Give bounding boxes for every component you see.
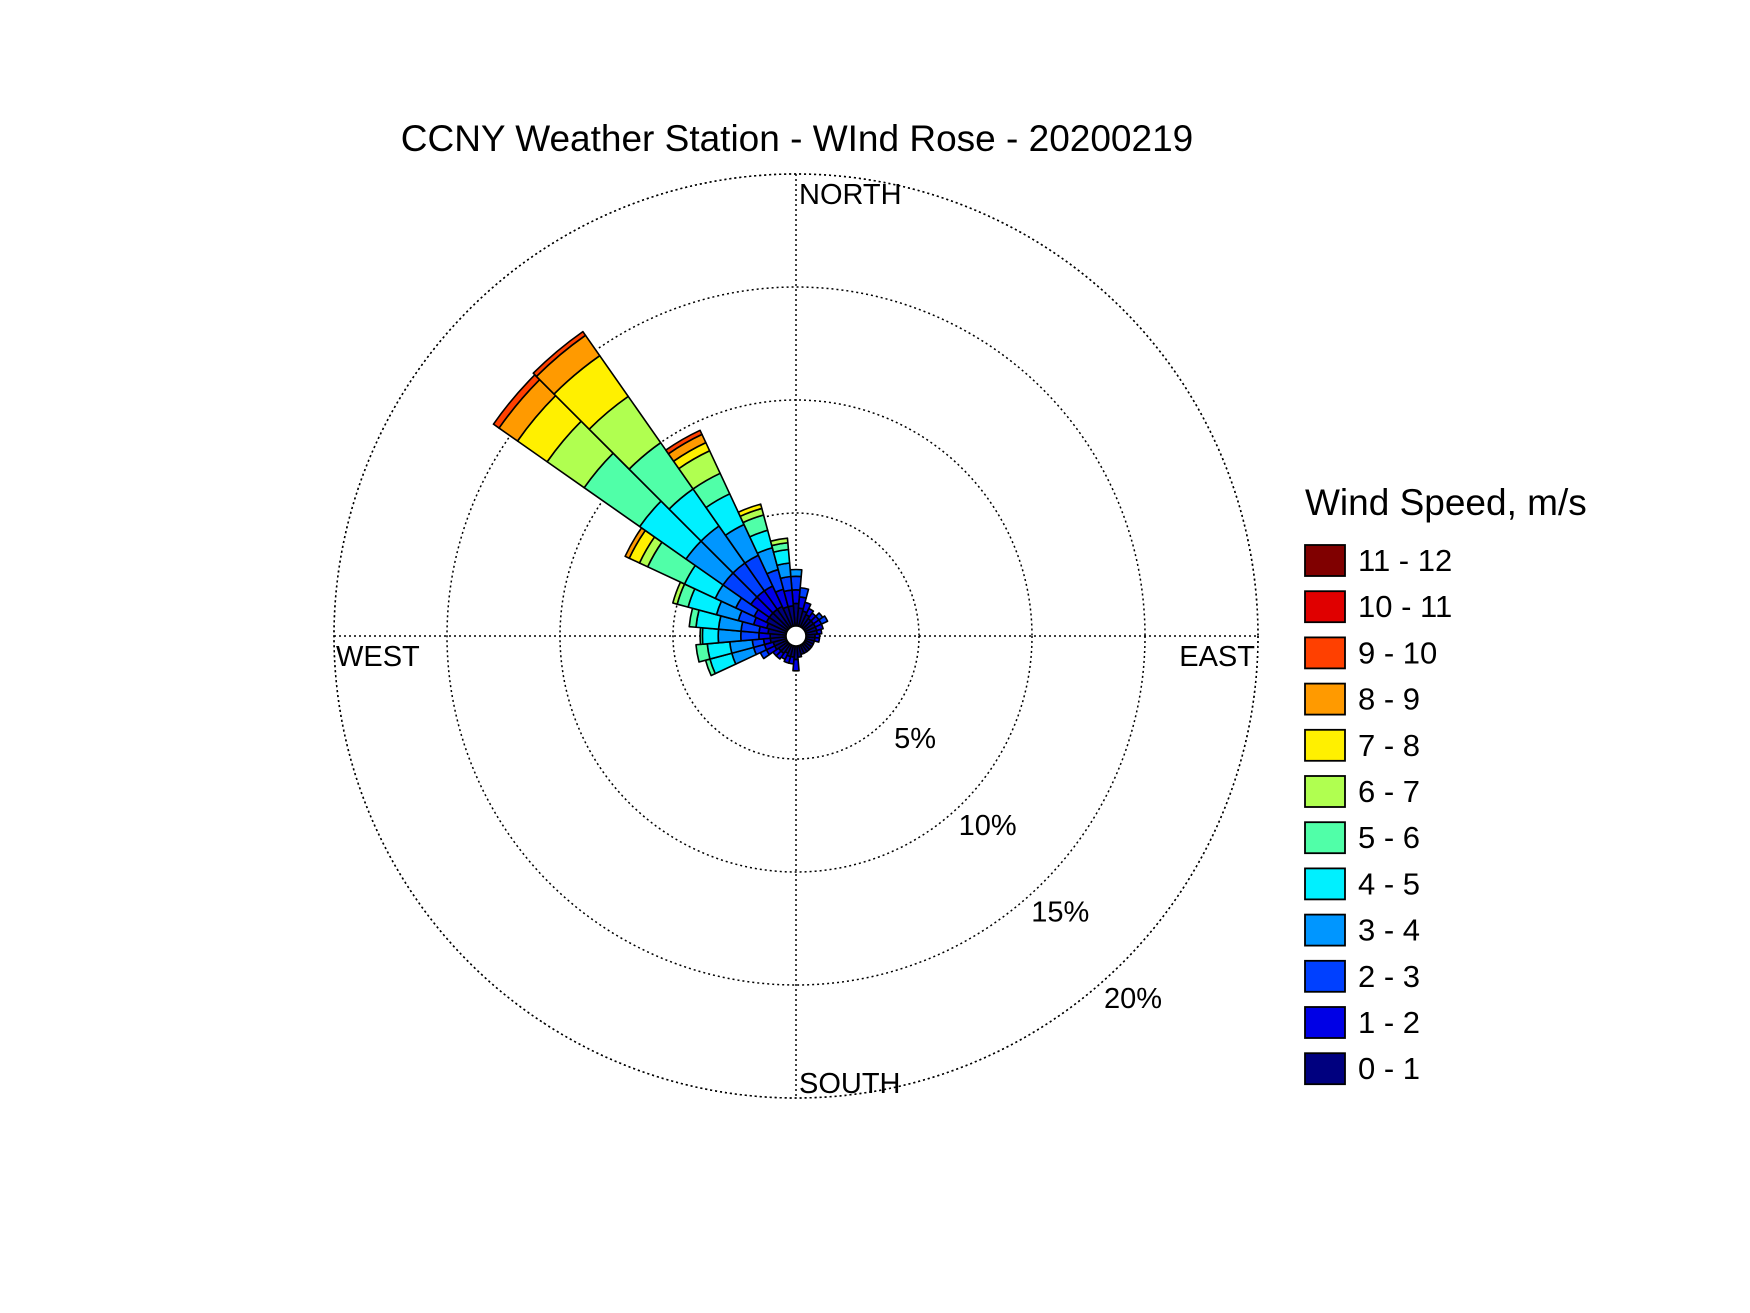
chart-title: CCNY Weather Station - WInd Rose - 20200… xyxy=(401,118,1193,159)
sector-segment xyxy=(813,636,821,643)
legend-label: 10 - 11 xyxy=(1358,589,1452,624)
label-north: NORTH xyxy=(799,179,902,211)
legend-swatch xyxy=(1304,1052,1346,1086)
legend-swatch xyxy=(1304,913,1346,947)
label-south: SOUTH xyxy=(799,1068,901,1100)
sector-segment xyxy=(815,628,823,635)
legend-swatch xyxy=(1304,867,1346,901)
wind-sectors xyxy=(492,330,829,677)
sector-segment xyxy=(818,615,829,625)
legend-swatch xyxy=(1304,821,1346,855)
sector-segment xyxy=(699,626,704,646)
legend-label: 1 - 2 xyxy=(1358,1005,1420,1040)
legend-label: 7 - 8 xyxy=(1358,728,1420,763)
label-east: EAST xyxy=(1179,641,1255,673)
sector-segment xyxy=(769,537,789,547)
legend-label: 4 - 5 xyxy=(1358,866,1420,901)
sector-segment xyxy=(701,627,720,645)
center-circle xyxy=(785,625,807,647)
legend-swatch xyxy=(1304,959,1346,993)
legend-label: 2 - 3 xyxy=(1358,959,1420,994)
sector-segment xyxy=(805,607,815,618)
legend-label: 8 - 9 xyxy=(1358,682,1420,717)
radial-tick-label: 20% xyxy=(1104,983,1162,1015)
sector-segment xyxy=(783,654,792,664)
sector-segment xyxy=(695,642,711,663)
radial-tick-label: 10% xyxy=(959,810,1017,842)
legend-swatch xyxy=(1304,682,1346,716)
legend-swatch xyxy=(1304,544,1346,577)
legend-label: 6 - 7 xyxy=(1358,774,1420,809)
sector-segment xyxy=(798,586,810,599)
legend-swatch xyxy=(1304,636,1346,670)
sector-segment xyxy=(737,503,763,518)
legend-label: 3 - 4 xyxy=(1358,913,1420,948)
label-west: WEST xyxy=(336,641,420,673)
legend-label: 0 - 1 xyxy=(1358,1051,1420,1086)
radial-tick-label: 5% xyxy=(894,723,936,755)
sector-segment xyxy=(801,601,812,614)
legend-swatch xyxy=(1304,775,1346,808)
legend-swatch xyxy=(1304,1006,1346,1039)
legend-title: Wind Speed, m/s xyxy=(1305,482,1587,523)
calm-center xyxy=(785,625,807,647)
radial-tick-label: 15% xyxy=(1031,896,1089,928)
sector-segment xyxy=(532,330,587,378)
legend-swatch xyxy=(1304,728,1346,762)
grid-labels: NORTH SOUTH WEST EAST 5% 10% 15% 20% xyxy=(336,179,1255,1100)
sector-segment xyxy=(789,568,803,578)
speed-legend: Wind Speed, m/s 11 - 12 10 - 11 9 - 10 8 - 9… xyxy=(1304,482,1587,1086)
legend-swatch xyxy=(1304,590,1346,624)
legend-label: 5 - 6 xyxy=(1358,820,1420,855)
legend-label: 9 - 10 xyxy=(1358,635,1437,670)
sector-segment xyxy=(665,429,703,455)
legend-label: 11 - 12 xyxy=(1358,543,1452,578)
